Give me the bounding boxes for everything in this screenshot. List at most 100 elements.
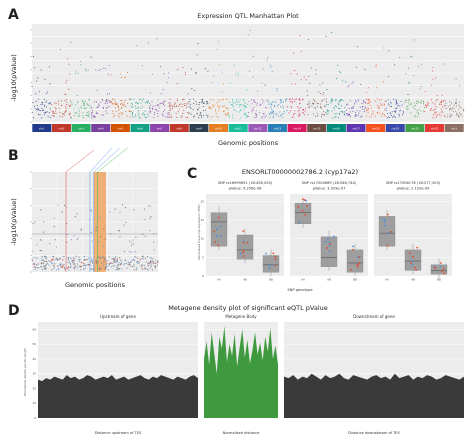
a-point — [229, 101, 231, 103]
a-point — [46, 100, 48, 102]
a-point — [88, 98, 90, 101]
b-point — [41, 266, 43, 268]
b-point — [44, 261, 46, 263]
a-point — [215, 116, 217, 118]
a-point — [200, 113, 202, 115]
a-point — [383, 103, 385, 105]
b-point — [139, 258, 141, 261]
a-point — [256, 90, 259, 92]
b-point — [157, 260, 159, 262]
b-point — [131, 259, 133, 261]
b-point — [91, 240, 93, 242]
a-point — [349, 115, 351, 117]
a-point — [323, 114, 325, 116]
a-point — [238, 101, 240, 103]
a-point — [396, 102, 398, 104]
a-point — [84, 100, 86, 103]
b-point — [126, 267, 128, 269]
a-point — [443, 115, 445, 117]
a-point — [137, 110, 140, 112]
a-point — [366, 115, 368, 117]
a-point — [380, 99, 382, 101]
a-point — [58, 108, 60, 110]
a-chrom-box — [385, 124, 405, 132]
a-point — [307, 106, 309, 108]
a-point — [205, 114, 207, 116]
a-point — [282, 101, 285, 103]
a-point — [151, 73, 153, 75]
a-point — [210, 107, 212, 109]
a-point — [209, 106, 211, 109]
a-point — [157, 104, 160, 106]
a-point — [239, 105, 241, 108]
a-point — [216, 48, 218, 50]
b-point — [79, 266, 81, 268]
a-point — [359, 106, 361, 108]
c-box — [404, 249, 422, 271]
b-point — [118, 230, 120, 232]
b-point — [55, 269, 57, 271]
a-point — [308, 102, 310, 105]
a-point — [413, 39, 415, 41]
a-point — [175, 112, 177, 114]
a-point — [325, 101, 328, 103]
a-point — [443, 100, 445, 102]
a-point — [301, 99, 303, 101]
b-point — [59, 264, 61, 266]
a-point — [307, 39, 309, 41]
a-chrom-label: chr8 — [176, 127, 182, 131]
a-point — [294, 83, 296, 85]
a-point — [444, 115, 446, 118]
b-point — [63, 204, 66, 206]
a-point — [109, 100, 111, 102]
a-point — [346, 104, 348, 106]
a-point — [407, 105, 409, 107]
a-point — [95, 101, 98, 103]
a-point — [424, 90, 427, 93]
c-x-tick-label: AA — [385, 278, 389, 282]
a-point — [264, 84, 266, 86]
c-point — [383, 218, 386, 221]
a-point — [270, 66, 272, 68]
a-point — [353, 103, 356, 105]
a-point — [47, 115, 49, 117]
c-point — [220, 234, 222, 237]
a-point — [102, 114, 105, 116]
a-point — [262, 102, 264, 104]
a-chrom-box — [346, 124, 366, 132]
a-point — [93, 115, 95, 118]
b-point — [109, 211, 111, 213]
b-point — [140, 266, 142, 268]
b-point — [151, 269, 153, 271]
b-point — [142, 255, 144, 257]
a-point — [251, 103, 253, 105]
b-point — [108, 256, 110, 258]
a-point — [279, 106, 282, 108]
c-point — [327, 237, 329, 240]
c-point — [301, 198, 304, 201]
b-point — [39, 249, 41, 252]
panel-a-y-label: -log10(pValue) — [10, 54, 18, 102]
a-point — [39, 113, 41, 116]
a-point — [394, 117, 396, 119]
a-point — [262, 113, 264, 115]
a-point — [97, 106, 100, 108]
a-point — [158, 107, 160, 109]
a-point — [36, 104, 38, 106]
a-point — [84, 108, 86, 110]
c-point — [433, 265, 436, 267]
a-point — [348, 84, 350, 86]
a-point — [440, 108, 442, 110]
b-point — [118, 268, 120, 270]
a-point — [413, 107, 415, 109]
a-point — [86, 102, 88, 104]
c-point — [434, 267, 437, 269]
a-point — [114, 101, 116, 103]
a-point — [106, 112, 108, 114]
a-point — [87, 104, 89, 106]
c-point — [242, 241, 245, 244]
b-point — [141, 255, 143, 258]
a-point — [157, 99, 159, 101]
